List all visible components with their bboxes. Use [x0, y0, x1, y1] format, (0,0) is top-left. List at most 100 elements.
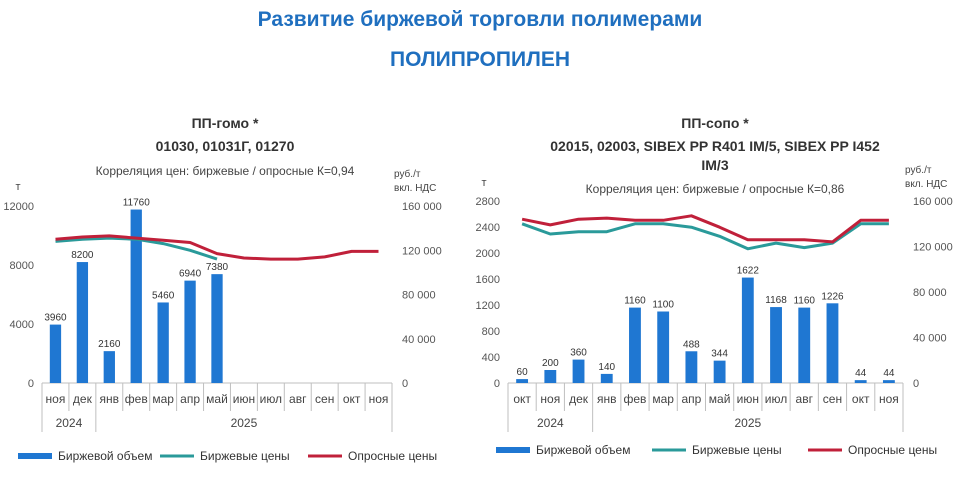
y-tick-right: 40 000: [913, 333, 947, 345]
x-tick-label: сен: [823, 392, 842, 406]
y-tick-left: 2000: [476, 248, 500, 260]
x-tick-label: апр: [180, 392, 200, 406]
y-tick-left: 12000: [3, 201, 34, 213]
x-tick-label: июн: [737, 392, 759, 406]
chart-title: ПП-сопо *: [681, 115, 749, 131]
bar-volume: [882, 380, 895, 383]
y-axis-right-unit: вкл. НДС: [905, 179, 947, 190]
x-tick-label: сен: [315, 392, 334, 406]
bar-volume: [741, 277, 754, 383]
legend-label: Биржевые цены: [200, 449, 290, 463]
bar-volume: [544, 370, 557, 383]
year-label: 2025: [734, 416, 761, 430]
legend-swatch-volume: [496, 447, 530, 453]
bar-value-label: 488: [683, 339, 700, 350]
y-tick-left: 4000: [10, 319, 34, 331]
y-tick-right: 80 000: [913, 287, 947, 299]
chart-subtitle: 01030, 01031Г, 01270: [156, 138, 295, 154]
bar-volume: [157, 302, 169, 383]
legend-label: Опросные цены: [848, 443, 937, 457]
bar-value-label: 1622: [737, 266, 760, 277]
y-axis-left-unit: т: [15, 181, 20, 193]
x-tick-label: июл: [765, 392, 787, 406]
x-tick-label: ноя: [46, 392, 66, 406]
bar-volume: [130, 209, 142, 383]
bar-value-label: 1160: [624, 296, 646, 307]
y-tick-left: 0: [28, 378, 34, 390]
correlation-label: Корреляция цен: биржевые / опросные К=0,…: [96, 164, 355, 178]
bar-value-label: 5460: [152, 290, 175, 301]
bar-value-label: 2160: [98, 339, 121, 350]
x-tick-label: май: [709, 392, 731, 406]
bar-value-label: 360: [570, 348, 587, 359]
bar-volume: [76, 262, 89, 383]
y-axis-right-unit: руб./т: [394, 168, 421, 180]
bar-volume: [770, 307, 782, 383]
legend-label: Биржевой объем: [58, 449, 152, 463]
bar-value-label: 60: [517, 367, 529, 378]
y-tick-right: 160 000: [402, 201, 442, 213]
correlation-label: Корреляция цен: биржевые / опросные К=0,…: [586, 182, 845, 196]
bar-value-label: 6940: [179, 269, 202, 280]
x-tick-label: окт: [513, 392, 531, 406]
page-subtitle: ПОЛИПРОПИЛЕН: [390, 48, 570, 71]
y-tick-right: 0: [913, 378, 919, 390]
bar-value-label: 1226: [821, 291, 844, 302]
x-tick-label: янв: [597, 392, 617, 406]
line-exchange-prices: [521, 222, 889, 251]
bar-value-label: 1168: [765, 295, 787, 306]
x-tick-label: ноя: [540, 392, 560, 406]
bar-volume: [685, 351, 698, 383]
y-tick-right: 40 000: [402, 334, 436, 346]
bar-volume: [798, 307, 811, 383]
bar-volume: [713, 360, 726, 383]
y-tick-left: 8000: [10, 260, 34, 272]
x-tick-label: ноя: [879, 392, 899, 406]
bar-volume: [211, 274, 223, 383]
x-tick-label: фев: [125, 392, 148, 406]
bar-volume: [826, 303, 839, 383]
bar-volume: [49, 324, 62, 383]
y-axis-right-unit: вкл. НДС: [394, 183, 436, 194]
year-label: 2024: [56, 416, 83, 430]
legend-label: Опросные цены: [348, 449, 437, 463]
chart-subtitle: 02015, 02003, SIBEX PP R401 IM/5, SIBEX …: [550, 138, 880, 154]
legend-label: Биржевые цены: [692, 443, 782, 457]
bar-value-label: 1100: [652, 300, 674, 311]
x-tick-label: июн: [233, 392, 255, 406]
y-tick-left: 1600: [476, 274, 500, 286]
x-tick-label: дек: [569, 392, 589, 406]
y-tick-left: 2400: [476, 222, 500, 234]
x-tick-label: ноя: [369, 392, 389, 406]
bar-volume: [516, 379, 529, 383]
bar-value-label: 7380: [206, 262, 229, 273]
bar-volume: [854, 380, 867, 383]
bar-volume: [600, 373, 613, 383]
y-tick-right: 160 000: [913, 196, 953, 208]
year-label: 2024: [537, 416, 564, 430]
y-tick-left: 0: [494, 378, 500, 390]
bar-value-label: 3960: [44, 313, 67, 324]
y-tick-left: 1200: [476, 300, 500, 312]
x-tick-label: мар: [652, 392, 674, 406]
legend-label: Биржевой объем: [536, 443, 630, 457]
bar-volume: [629, 307, 641, 383]
bar-value-label: 344: [711, 349, 728, 360]
y-tick-right: 120 000: [913, 242, 953, 254]
page-title: Развитие биржевой торговли полимерами: [257, 8, 703, 31]
x-tick-label: июл: [260, 392, 282, 406]
x-tick-label: апр: [681, 392, 701, 406]
x-tick-label: май: [206, 392, 228, 406]
y-tick-right: 0: [402, 378, 408, 390]
x-tick-label: авг: [796, 392, 814, 406]
y-tick-right: 120 000: [402, 245, 442, 257]
x-tick-label: окт: [852, 392, 870, 406]
bar-value-label: 44: [883, 368, 895, 379]
bar-volume: [184, 280, 196, 383]
legend-swatch-volume: [18, 453, 52, 459]
x-tick-label: фев: [624, 392, 647, 406]
x-tick-label: дек: [73, 392, 93, 406]
y-tick-left: 800: [482, 326, 500, 338]
bar-volume: [572, 359, 585, 383]
